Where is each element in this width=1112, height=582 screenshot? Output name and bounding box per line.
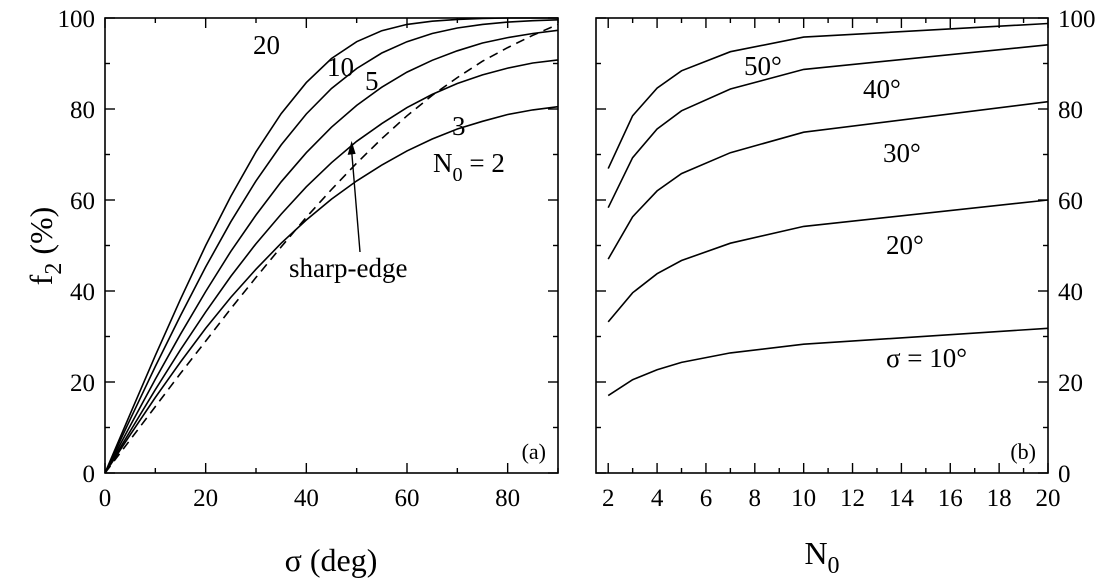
x-tick-label: 20 (1036, 485, 1061, 512)
x-tick-label: 16 (938, 485, 963, 512)
y-tick-label: 0 (1058, 461, 1071, 488)
series-label-3: 10 (327, 52, 354, 82)
series-label-1: 20° (886, 230, 924, 260)
y-tick-label: 40 (70, 279, 95, 306)
x-axis-label: N0 (804, 535, 839, 579)
x-tick-label: 4 (651, 485, 664, 512)
series-line-4 (104, 17, 558, 474)
x-tick-label: 20 (193, 485, 218, 512)
annotation-arrow-head (347, 140, 356, 155)
series-label-2: 5 (365, 66, 379, 96)
series-label-3: 40° (863, 74, 901, 104)
series-line-4 (607, 22, 1049, 169)
plot-frame (595, 17, 1049, 474)
x-tick-label: 60 (395, 485, 420, 512)
series-label-2: 30° (883, 138, 921, 168)
series-label-0: N0 = 2 (433, 148, 505, 186)
y-tick-label: 60 (70, 188, 95, 215)
y-tick-label: 80 (70, 97, 95, 124)
y-tick-label: 100 (1058, 6, 1096, 33)
x-tick-label: 6 (700, 485, 713, 512)
panel-label: (a) (522, 439, 546, 464)
series-line-1 (607, 199, 1049, 323)
y-tick-label: 20 (70, 370, 95, 397)
y-tick-label: 20 (1058, 370, 1083, 397)
series-label-4: 20 (253, 30, 280, 60)
x-axis-label: σ (deg) (285, 542, 378, 578)
y-tick-label: 100 (58, 6, 96, 33)
series-line-5 (104, 23, 559, 474)
x-tick-label: 2 (602, 485, 615, 512)
panel-a: 0 20 40 60 80 0 20 40 60 80 100 (a) N0 = 2 3 5 10 20 shar… (23, 6, 559, 578)
y-tick-label: 0 (83, 461, 96, 488)
x-tick-label: 0 (99, 485, 112, 512)
series-line-3 (607, 44, 1049, 209)
y-tick-label: 60 (1058, 188, 1083, 215)
plot-frame (104, 17, 559, 474)
y-axis-label: f2 (%) (23, 207, 67, 286)
panel-label: (b) (1010, 439, 1036, 464)
series-line-0 (104, 105, 559, 474)
series-line-2 (104, 29, 559, 474)
y-tick-label: 80 (1058, 97, 1083, 124)
x-tick-label: 40 (294, 485, 319, 512)
series-line-0 (607, 327, 1049, 397)
x-tick-label: 12 (840, 485, 865, 512)
series-label-0: σ = 10° (886, 343, 967, 373)
x-tick-label: 10 (791, 485, 816, 512)
series-line-3 (104, 19, 559, 474)
series-label-4: 50° (744, 51, 782, 81)
series-line-1 (104, 59, 559, 474)
y-tick-label: 40 (1058, 279, 1083, 306)
series-line-2 (607, 100, 1049, 260)
x-tick-label: 80 (495, 485, 520, 512)
x-tick-label: 18 (987, 485, 1012, 512)
annotation-sharp-edge: sharp-edge (289, 253, 407, 283)
series-label-1: 3 (452, 111, 466, 141)
x-tick-label: 8 (749, 485, 762, 512)
x-tick-label: 14 (889, 485, 915, 512)
annotation-arrow-line (350, 150, 361, 253)
